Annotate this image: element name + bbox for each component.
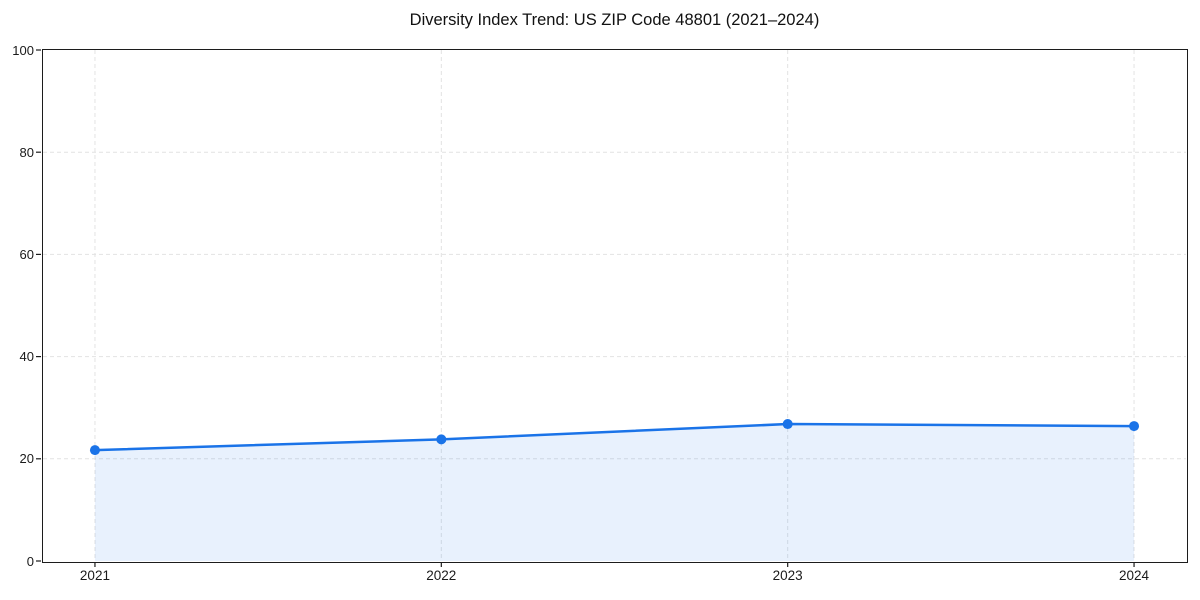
data-point-marker [782,419,793,430]
y-tick-label: 20 [19,451,34,467]
trend-line [93,422,1136,452]
y-tick-label: 40 [19,349,34,365]
x-tick-label: 2024 [1119,568,1150,583]
data-point-marker [89,445,100,456]
area-fill [94,424,1135,561]
chart-title: Diversity Index Trend: US ZIP Code 48801… [409,11,820,29]
plot-area-frame [41,48,1188,563]
y-tick-label: 60 [19,246,34,262]
data-point-marker [1129,421,1140,432]
plot-canvas [36,49,1186,567]
y-tick-label: 0 [26,553,34,569]
y-tick-label: 100 [12,42,34,58]
x-tick-label: 2022 [426,568,457,583]
x-tick-label: 2021 [79,568,110,583]
data-point-marker [436,434,447,445]
x-tick-label: 2023 [772,568,803,583]
y-tick-label: 80 [19,144,34,160]
